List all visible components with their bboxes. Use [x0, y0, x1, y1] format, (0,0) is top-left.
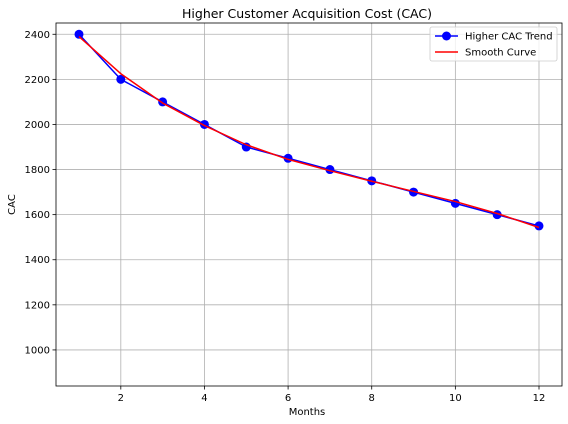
chart-title: Higher Customer Acquisition Cost (CAC)	[182, 6, 432, 21]
y-tick-label: 2000	[25, 120, 50, 131]
y-tick-label: 1600	[25, 210, 50, 221]
x-axis-label: Months	[289, 407, 326, 418]
legend-label-smooth-curve: Smooth Curve	[465, 48, 536, 59]
x-tick-label: 4	[201, 393, 207, 404]
data-point-higher-cac-trend	[534, 221, 544, 231]
x-tick-label: 8	[369, 393, 375, 404]
legend-marker-higher-cac-trend	[442, 31, 451, 41]
series-line-smooth-curve	[78, 35, 540, 229]
y-tick-label: 2400	[25, 30, 50, 41]
x-tick-label: 6	[285, 393, 291, 404]
data-series	[74, 29, 544, 231]
x-tick-label: 10	[449, 393, 462, 404]
legend-frame	[429, 26, 558, 62]
y-tick-label: 1200	[25, 300, 50, 311]
data-point-higher-cac-trend	[116, 74, 126, 84]
plot-area-frame	[55, 22, 563, 387]
y-tick-label: 1000	[25, 345, 50, 356]
legend-label-higher-cac-trend: Higher CAC Trend	[465, 32, 553, 43]
x-tick-label: 2	[118, 393, 124, 404]
y-tick-label: 2200	[25, 75, 50, 86]
y-axis-label: CAC	[7, 194, 18, 215]
y-tick-label: 1800	[25, 165, 50, 176]
y-tick-label: 1400	[25, 255, 50, 266]
x-tick-label: 12	[533, 393, 546, 404]
legend: Higher CAC Trend Smooth Curve	[429, 26, 558, 62]
axis-ticks: 2 4 6 8 10 12 1000 1200 1400 1600 1800 2000 2200 2400	[25, 30, 546, 404]
data-point-higher-cac-trend	[74, 29, 84, 39]
